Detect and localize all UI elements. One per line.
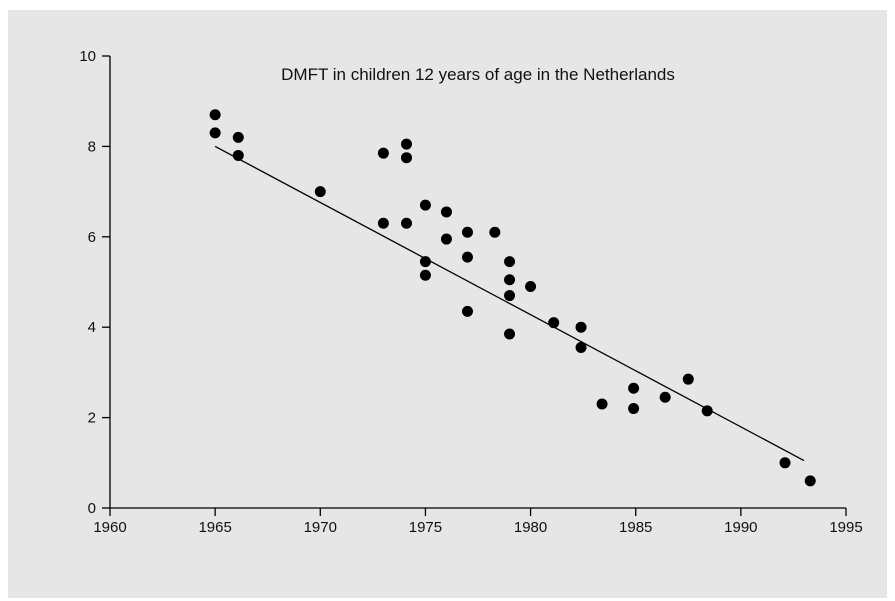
data-point [419, 269, 431, 281]
axes: 1960 1965 1970 1975 1980 1985 1990 1995 0 2 4 6 8 10 [79, 48, 862, 536]
data-point [504, 274, 516, 286]
x-tick-label: 1995 [829, 519, 862, 536]
data-point [701, 405, 713, 417]
data-point [504, 328, 516, 340]
data-point [209, 127, 221, 139]
data-point [575, 321, 587, 333]
data-point [504, 256, 516, 268]
data-point [401, 217, 413, 229]
y-tick-label: 8 [88, 138, 96, 155]
data-point [209, 109, 221, 121]
scatter-chart: DMFT in children 12 years of age in the … [79, 48, 862, 536]
y-tick-label: 2 [88, 410, 96, 427]
data-point [804, 475, 816, 487]
data-point [377, 217, 389, 229]
data-point [779, 457, 791, 469]
data-point [525, 281, 537, 293]
data-point [504, 290, 516, 302]
y-tick-label: 10 [79, 48, 96, 65]
y-tick-label: 0 [88, 500, 96, 517]
data-point [419, 199, 431, 211]
chart-title: DMFT in children 12 years of age in the … [281, 65, 675, 84]
y-tick-label: 4 [88, 319, 96, 336]
data-point [461, 251, 473, 263]
data-point [232, 131, 244, 143]
data-point [419, 256, 431, 268]
data-point [440, 206, 452, 218]
data-point [596, 398, 608, 410]
chart-panel: DMFT in children 12 years of age in the … [8, 10, 887, 598]
x-tick-label: 1965 [198, 519, 231, 536]
trend-line-group [214, 145, 805, 462]
data-point [232, 149, 244, 161]
data-point [659, 391, 671, 403]
x-tick-label: 1970 [304, 519, 337, 536]
data-point [401, 152, 413, 164]
data-point [628, 382, 640, 394]
x-tick-label: 1980 [514, 519, 547, 536]
data-point [461, 226, 473, 238]
data-point [377, 147, 389, 159]
x-tick-label: 1985 [619, 519, 652, 536]
data-point [401, 138, 413, 150]
data-point [575, 342, 587, 354]
data-point [440, 233, 452, 245]
data-points [209, 109, 816, 487]
x-tick-label: 1960 [93, 519, 126, 536]
data-point [682, 373, 694, 385]
data-point [314, 186, 326, 198]
x-tick-label: 1975 [409, 519, 442, 536]
data-point [548, 317, 560, 329]
trend-line [214, 145, 805, 462]
y-tick-label: 6 [88, 229, 96, 246]
x-tick-label: 1990 [724, 519, 757, 536]
data-point [628, 403, 640, 415]
data-point [489, 226, 501, 238]
data-point [461, 305, 473, 317]
